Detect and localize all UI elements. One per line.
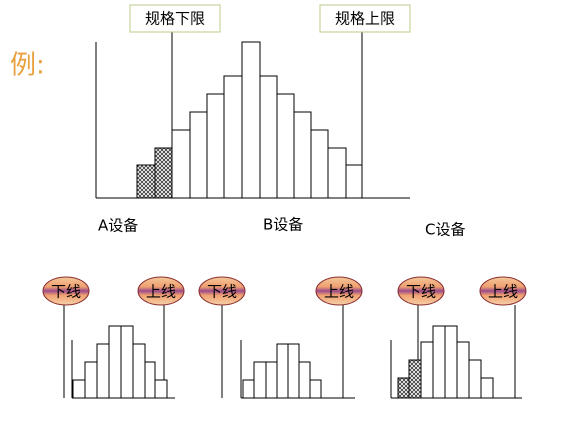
bar	[287, 343, 300, 399]
bar	[259, 75, 278, 199]
bar	[265, 361, 278, 399]
limit-pill	[479, 276, 527, 306]
limit-box	[319, 4, 411, 33]
limit-pill-label: 上线	[488, 283, 518, 301]
lower-limit-label: 规格下限	[145, 10, 205, 28]
bar	[223, 75, 243, 199]
bar	[154, 147, 173, 199]
limit-pill-label: 下线	[406, 283, 436, 301]
bar	[432, 325, 446, 399]
bar	[206, 93, 225, 199]
bar	[444, 325, 458, 399]
limit-pill	[397, 276, 445, 306]
bar	[189, 111, 208, 199]
bar	[310, 129, 329, 199]
bar	[468, 359, 482, 399]
bar	[120, 325, 134, 399]
bar	[276, 343, 289, 399]
bar	[420, 341, 434, 399]
limit-pill-label: 上线	[324, 283, 354, 301]
bar	[132, 343, 146, 399]
bar	[480, 377, 494, 399]
limit-pill	[137, 276, 185, 306]
histograms	[63, 32, 522, 399]
bar	[154, 379, 168, 399]
limit-pill	[42, 276, 90, 306]
device-label: C设备	[425, 221, 465, 239]
bar	[408, 359, 422, 399]
device-label: B设备	[263, 216, 303, 234]
bar	[96, 343, 110, 399]
limit-box	[129, 4, 221, 33]
bar	[327, 147, 347, 199]
limit-pill	[315, 276, 363, 306]
bar	[242, 379, 255, 399]
bar	[456, 341, 470, 399]
bar	[241, 41, 261, 199]
bar	[136, 164, 156, 199]
bar	[293, 111, 312, 199]
bar	[276, 93, 295, 199]
bar	[171, 129, 191, 199]
upper-limit-label: 规格上限	[335, 10, 395, 28]
limit-pill-label: 下线	[51, 283, 81, 301]
bar	[84, 361, 98, 399]
limit-pill	[198, 276, 246, 306]
bar	[345, 164, 363, 199]
bar	[253, 361, 267, 399]
device-label: A设备	[98, 217, 138, 235]
bar	[298, 361, 311, 399]
bar	[309, 379, 322, 399]
limit-pill-label: 上线	[146, 283, 176, 301]
bar	[144, 361, 156, 399]
bar	[397, 377, 410, 399]
bar	[108, 325, 122, 399]
bar	[72, 379, 86, 399]
example-label: 例:	[10, 51, 45, 81]
limit-pill-label: 下线	[207, 283, 237, 301]
